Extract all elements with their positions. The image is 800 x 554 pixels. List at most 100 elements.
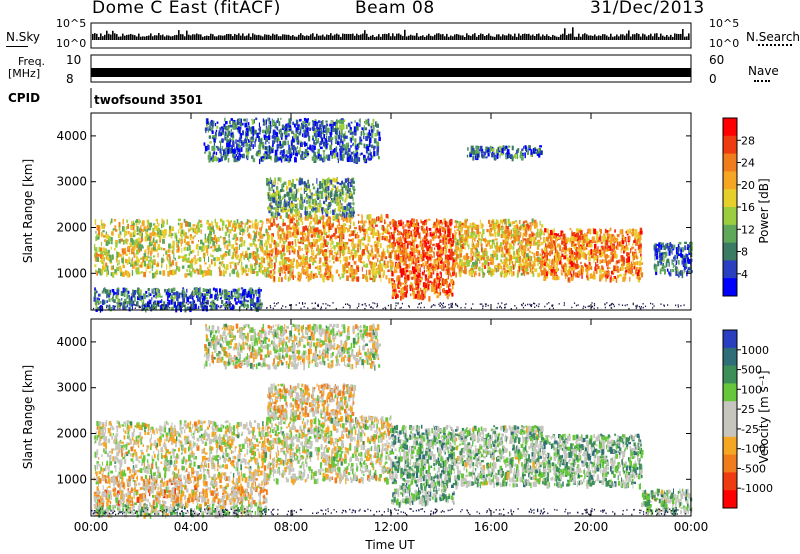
heatmap-cell <box>295 235 298 239</box>
heatmap-cell <box>307 147 310 150</box>
heatmap-cell <box>370 144 374 149</box>
heatmap-cell <box>276 136 280 140</box>
heatmap-cell <box>369 261 371 265</box>
heatmap-cell <box>442 250 444 255</box>
heatmap-cell <box>195 245 199 250</box>
heatmap-cell <box>501 230 505 234</box>
heatmap-cell <box>375 121 378 126</box>
heatmap-cell <box>441 221 443 226</box>
heatmap-cell <box>239 293 242 296</box>
heatmap-cell <box>476 228 480 235</box>
heatmap-cell <box>479 219 481 224</box>
heatmap-cell <box>252 271 256 274</box>
noise-trace-segment <box>548 36 550 40</box>
heatmap-cell <box>327 272 330 276</box>
heatmap-cell <box>376 216 378 222</box>
heatmap-cell <box>263 153 265 156</box>
heatmap-cell <box>271 183 273 189</box>
noise-trace-segment <box>392 33 394 40</box>
heatmap-cell <box>203 304 205 308</box>
heatmap-cell <box>373 262 376 268</box>
heatmap-cell <box>428 265 431 271</box>
heatmap-cell <box>148 299 150 304</box>
heatmap-cell <box>397 243 399 249</box>
heatmap-cell <box>299 118 302 122</box>
heatmap-cell <box>405 293 408 298</box>
heatmap-cell <box>353 155 356 161</box>
heatmap-cell <box>416 291 419 294</box>
noise-trace-segment <box>296 36 298 40</box>
heatmap-cell <box>427 258 430 261</box>
heatmap-cell <box>291 139 293 143</box>
heatmap-cell <box>365 274 367 281</box>
heatmap-cell <box>346 275 349 281</box>
heatmap-cell <box>321 237 323 240</box>
heatmap-cell <box>184 246 187 251</box>
noise-trace-segment <box>350 34 352 40</box>
heatmap-cell <box>325 154 328 159</box>
heatmap-cell <box>248 144 251 148</box>
heatmap-cell <box>433 285 436 291</box>
heatmap-cell <box>221 254 223 260</box>
heatmap-cell <box>204 233 206 240</box>
noise-trace-segment <box>222 35 224 40</box>
heatmap-cell <box>94 300 97 304</box>
heatmap-cell <box>229 228 232 234</box>
heatmap-cell <box>225 240 228 244</box>
heatmap-cell <box>368 225 372 230</box>
heatmap-cell <box>335 269 339 274</box>
heatmap-cell <box>204 262 207 265</box>
heatmap-cell <box>279 199 282 205</box>
heatmap-cell <box>416 231 420 235</box>
cpid-value: twofsound 3501 <box>94 93 203 107</box>
heatmap-cell <box>374 271 378 276</box>
heatmap-cell <box>253 294 255 299</box>
noise-trace-segment <box>590 35 592 40</box>
heatmap-cell <box>319 124 322 130</box>
noise-trace-segment <box>280 36 282 40</box>
heatmap-cell <box>228 240 231 247</box>
heatmap-cell <box>246 128 249 133</box>
heatmap-cell <box>281 153 285 159</box>
heatmap-cell <box>96 257 99 262</box>
heatmap-cell <box>307 241 310 246</box>
heatmap-cell <box>259 126 262 132</box>
heatmap-cell <box>214 294 216 300</box>
heatmap-cell <box>123 240 125 245</box>
heatmap-cell <box>341 185 345 189</box>
heatmap-cell <box>290 202 292 208</box>
heatmap-cell <box>325 130 328 136</box>
heatmap-cell <box>136 261 139 266</box>
heatmap-cell <box>432 243 435 246</box>
heatmap-cell <box>220 235 222 239</box>
heatmap-cell <box>351 194 353 198</box>
noise-trace-segment <box>92 33 94 40</box>
heatmap-cell <box>361 266 363 272</box>
heatmap-cell <box>294 239 296 244</box>
heatmap-cell <box>196 225 198 229</box>
heatmap-cell <box>190 251 193 254</box>
heatmap-cell <box>317 183 319 187</box>
freq-unit: [MHz] <box>8 67 41 80</box>
heatmap-cell <box>247 290 250 295</box>
heatmap-cell <box>192 298 194 305</box>
heatmap-cell <box>283 253 286 257</box>
heatmap-cell <box>164 234 166 237</box>
heatmap-cell <box>331 155 333 159</box>
heatmap-cell <box>149 293 152 296</box>
heatmap-cell <box>111 231 114 236</box>
heatmap-cell <box>105 289 108 293</box>
heatmap-cell <box>366 132 370 136</box>
heatmap-cell <box>182 294 184 298</box>
heatmap-cell <box>282 245 285 252</box>
noise-trace-segment <box>374 37 376 40</box>
heatmap-cell <box>329 179 333 185</box>
noise-trace-segment <box>478 35 480 40</box>
heatmap-cell <box>138 220 142 223</box>
heatmap-cell <box>147 266 150 269</box>
heatmap-cell <box>396 263 399 267</box>
heatmap-cell <box>410 221 412 227</box>
heatmap-cell <box>382 250 384 254</box>
heatmap-cell <box>337 158 339 164</box>
heatmap-cell <box>236 219 239 224</box>
